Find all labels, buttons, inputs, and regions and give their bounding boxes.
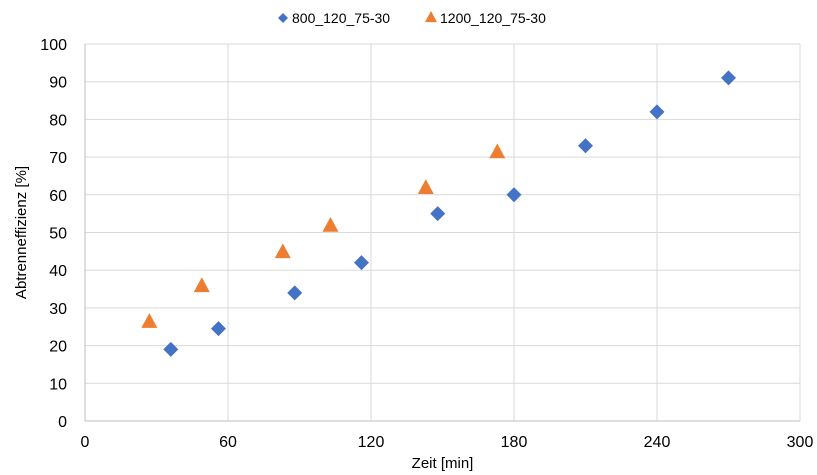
legend-marker-diamond	[278, 13, 288, 23]
x-tick-label: 180	[501, 434, 528, 451]
data-point-triangle	[417, 179, 434, 195]
legend-label: 1200_120_75-30	[440, 10, 546, 26]
data-point-diamond	[210, 321, 226, 337]
grid	[85, 43, 801, 421]
y-tick-label: 20	[49, 339, 67, 356]
y-tick-label: 70	[49, 150, 67, 167]
y-tick-label: 100	[40, 37, 67, 54]
x-tick-label: 0	[81, 434, 90, 451]
y-tick-label: 30	[49, 301, 67, 318]
legend-label: 800_120_75-30	[292, 10, 390, 26]
x-tick-label: 240	[644, 434, 671, 451]
y-tick-label: 90	[49, 75, 67, 92]
x-tick-label: 300	[787, 434, 814, 451]
data-point-triangle	[274, 243, 291, 259]
y-tick-label: 60	[49, 188, 67, 205]
y-tick-label: 50	[49, 226, 67, 243]
data-point-triangle	[193, 277, 210, 293]
data-point-diamond	[649, 104, 665, 120]
data-points	[141, 70, 736, 357]
data-point-triangle	[322, 216, 339, 232]
x-tick-label: 60	[219, 434, 237, 451]
legend-marker-triangle	[425, 11, 437, 23]
data-point-diamond	[506, 187, 522, 203]
axes	[84, 44, 800, 422]
data-point-diamond	[721, 70, 736, 86]
data-point-triangle	[489, 143, 506, 159]
data-point-diamond	[578, 138, 593, 154]
y-axis-title: Abtrenneffizienz [%]	[13, 166, 30, 299]
x-tick-label: 120	[358, 434, 385, 451]
data-point-triangle	[141, 313, 158, 328]
x-axis-title: Zeit [min]	[412, 455, 474, 472]
y-tick-label: 80	[49, 112, 67, 129]
tick-labels: 0 10 20 30 40 50 60 70 80 90 100 0 60 120 180 240 300	[40, 37, 813, 451]
data-point-diamond	[287, 285, 303, 301]
y-tick-label: 40	[49, 263, 67, 280]
data-point-diamond	[353, 255, 369, 271]
y-tick-label: 10	[49, 376, 67, 393]
legend: 800_120_75-30 1200_120_75-30	[278, 10, 546, 26]
data-point-diamond	[163, 341, 179, 357]
data-point-diamond	[430, 206, 446, 222]
y-tick-label: 0	[58, 414, 67, 431]
